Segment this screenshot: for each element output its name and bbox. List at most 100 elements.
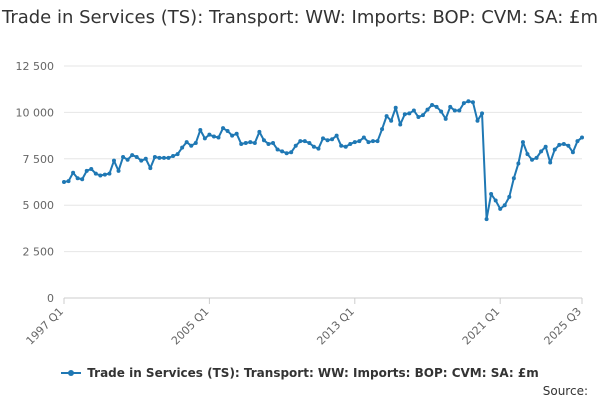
data-point[interactable] <box>130 153 135 158</box>
data-point[interactable] <box>316 146 321 151</box>
data-point[interactable] <box>525 152 530 157</box>
data-point[interactable] <box>420 113 425 118</box>
data-point[interactable] <box>71 170 76 175</box>
data-point[interactable] <box>275 147 280 152</box>
data-point[interactable] <box>375 139 380 144</box>
data-point[interactable] <box>366 140 371 145</box>
data-point[interactable] <box>161 155 166 160</box>
data-point[interactable] <box>143 156 148 161</box>
data-point[interactable] <box>516 161 521 166</box>
data-point[interactable] <box>248 140 253 145</box>
data-point[interactable] <box>561 141 566 146</box>
data-point[interactable] <box>252 141 257 146</box>
data-point[interactable] <box>207 132 212 137</box>
data-point[interactable] <box>111 158 116 163</box>
data-point[interactable] <box>134 154 139 159</box>
data-point[interactable] <box>225 128 230 133</box>
data-point[interactable] <box>107 171 112 176</box>
data-point[interactable] <box>302 139 307 144</box>
data-point[interactable] <box>425 107 430 112</box>
data-point[interactable] <box>543 144 548 149</box>
data-point[interactable] <box>339 143 344 148</box>
data-point[interactable] <box>457 108 462 113</box>
data-point[interactable] <box>452 108 457 113</box>
data-point[interactable] <box>98 173 103 178</box>
data-point[interactable] <box>343 144 348 149</box>
data-point[interactable] <box>116 168 121 173</box>
data-point[interactable] <box>534 155 539 160</box>
data-point[interactable] <box>330 137 335 142</box>
data-point[interactable] <box>325 138 330 143</box>
data-point[interactable] <box>257 129 262 134</box>
data-point[interactable] <box>407 111 412 116</box>
data-point[interactable] <box>175 152 180 157</box>
data-point[interactable] <box>148 166 153 171</box>
data-point[interactable] <box>548 160 553 165</box>
data-point[interactable] <box>398 122 403 127</box>
data-point[interactable] <box>439 109 444 114</box>
data-point[interactable] <box>493 198 498 203</box>
data-point[interactable] <box>93 171 98 176</box>
data-point[interactable] <box>520 140 525 145</box>
data-point[interactable] <box>221 126 226 131</box>
data-point[interactable] <box>489 192 494 197</box>
data-point[interactable] <box>384 114 389 119</box>
data-point[interactable] <box>198 128 203 133</box>
data-point[interactable] <box>430 102 435 107</box>
data-point[interactable] <box>557 142 562 147</box>
data-point[interactable] <box>239 141 244 146</box>
data-point[interactable] <box>184 140 189 145</box>
data-point[interactable] <box>348 141 353 146</box>
data-point[interactable] <box>293 143 298 148</box>
data-point[interactable] <box>125 157 130 162</box>
data-point[interactable] <box>334 133 339 138</box>
data-point[interactable] <box>352 140 357 145</box>
data-point[interactable] <box>470 100 475 105</box>
data-point[interactable] <box>211 134 216 139</box>
data-point[interactable] <box>434 104 439 109</box>
data-point[interactable] <box>461 101 466 106</box>
data-point[interactable] <box>552 147 557 152</box>
data-point[interactable] <box>411 108 416 113</box>
data-point[interactable] <box>271 141 276 146</box>
data-point[interactable] <box>370 139 375 144</box>
data-point[interactable] <box>289 150 294 155</box>
data-point[interactable] <box>152 154 157 159</box>
data-point[interactable] <box>298 139 303 144</box>
data-point[interactable] <box>66 179 71 184</box>
data-point[interactable] <box>139 158 144 163</box>
data-point[interactable] <box>280 149 285 154</box>
data-point[interactable] <box>530 157 535 162</box>
data-point[interactable] <box>102 172 107 177</box>
data-point[interactable] <box>75 176 80 181</box>
data-point[interactable] <box>570 150 575 155</box>
data-point[interactable] <box>539 149 544 154</box>
data-point[interactable] <box>580 135 584 140</box>
data-point[interactable] <box>121 154 126 159</box>
data-point[interactable] <box>193 141 198 146</box>
data-point[interactable] <box>507 194 512 199</box>
data-point[interactable] <box>62 180 66 184</box>
data-point[interactable] <box>511 176 516 181</box>
data-point[interactable] <box>357 139 362 144</box>
data-point[interactable] <box>575 139 580 144</box>
data-point[interactable] <box>361 135 366 140</box>
data-point[interactable] <box>389 118 394 123</box>
data-point[interactable] <box>89 167 94 172</box>
data-point[interactable] <box>157 155 162 160</box>
data-point[interactable] <box>284 151 289 156</box>
data-point[interactable] <box>475 118 480 123</box>
data-point[interactable] <box>502 203 507 208</box>
data-point[interactable] <box>321 136 325 141</box>
data-point[interactable] <box>202 136 207 141</box>
data-point[interactable] <box>393 105 398 110</box>
data-point[interactable] <box>171 154 176 159</box>
data-point[interactable] <box>443 116 448 121</box>
data-point[interactable] <box>416 115 421 120</box>
data-point[interactable] <box>307 141 312 146</box>
data-point[interactable] <box>230 133 235 138</box>
data-point[interactable] <box>243 141 248 146</box>
data-point[interactable] <box>484 217 489 222</box>
data-point[interactable] <box>480 111 485 116</box>
data-point[interactable] <box>180 145 185 150</box>
